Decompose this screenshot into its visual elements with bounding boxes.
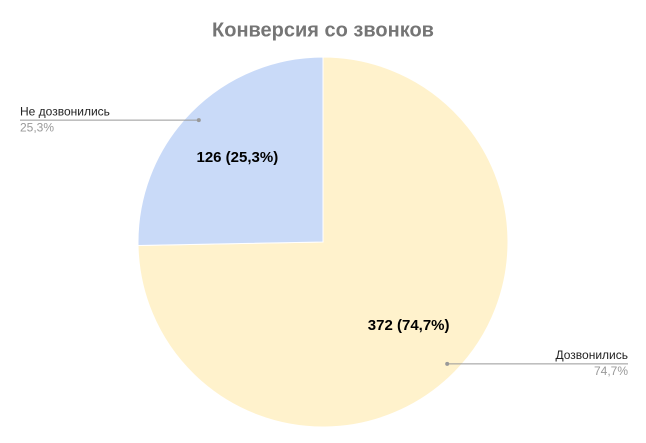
legend-percent: 25,3% (20, 120, 54, 134)
leader-dot (445, 361, 450, 366)
leader-dot (196, 118, 201, 123)
data-label: 126 (25,3%) (196, 149, 278, 166)
legend-label: Не дозвонились (20, 104, 110, 118)
data-label: 372 (74,7%) (368, 317, 450, 334)
pie-slice (137, 56, 324, 247)
legend-percent: 74,7% (594, 364, 628, 378)
chart-title: Конверсия со звонков (212, 19, 434, 41)
legend-label: Дозвонились (555, 348, 628, 362)
